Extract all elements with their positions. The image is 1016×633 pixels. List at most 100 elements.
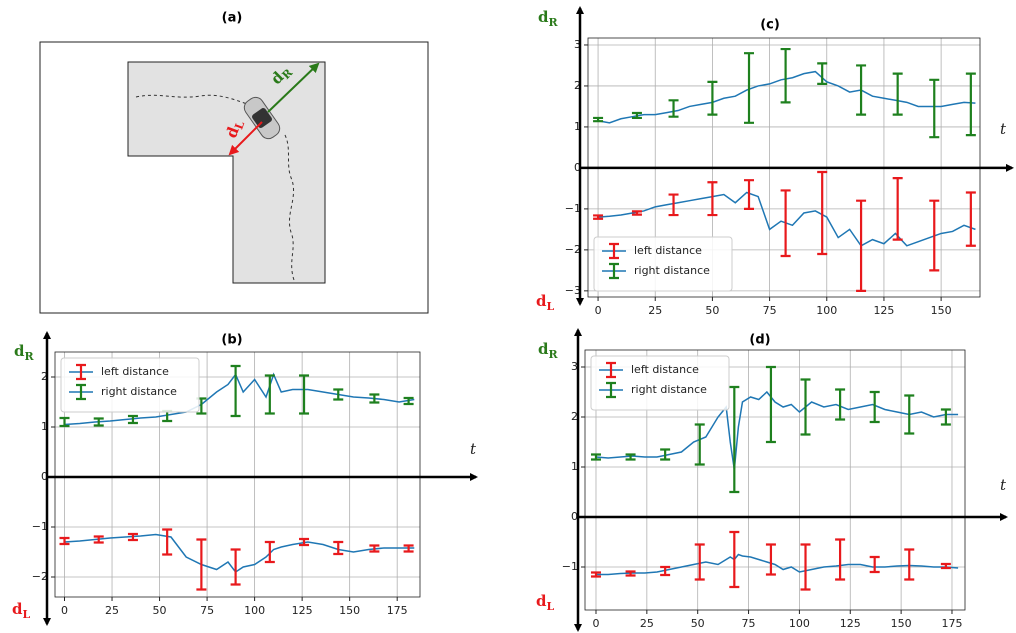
error-bar [869,390,880,424]
error-bar [660,448,671,461]
legend-label: left distance [101,365,169,378]
x-tick-label: 0 [595,304,602,317]
error-bar [631,210,642,216]
error-bar [230,364,241,418]
y-axis-label: dR [538,8,559,29]
x-tick-label: 25 [640,617,654,630]
error-bar [369,544,380,553]
error-bar [333,540,344,556]
y-axis-label-sub: R [549,16,559,29]
y-axis-label-sub: R [25,350,35,363]
error-bar [127,414,138,425]
y-axis-label-main: d [538,8,549,26]
error-bar [593,214,604,220]
error-bar [694,423,705,466]
y-axis-label-sub: L [547,600,555,613]
legend-label: right distance [631,383,707,396]
y-axis-label: dL [12,600,31,621]
x-tick-label: 150 [931,304,952,317]
error-bar [299,374,310,415]
x-axis-label: t [1000,120,1007,138]
y-tick-label: −1 [565,202,581,215]
y-tick-label: −2 [565,243,581,256]
error-bar [369,393,380,404]
error-bar [744,52,755,124]
diagram: (a) dR dL [39,11,429,314]
y-tick-label: −3 [565,284,581,297]
diagram-title: (a) [222,11,243,26]
x-tick-label: 100 [244,604,265,617]
error-bar [729,530,740,589]
x-tick-label: 100 [789,617,810,630]
error-bar [590,453,601,461]
y-axis-label-main: d [538,340,549,358]
legend: left distance right distance [590,355,730,411]
error-bar [694,543,705,581]
error-bar [744,179,755,210]
legend-error [609,262,619,280]
error-bar [729,385,740,494]
car [243,96,281,140]
error-bar [765,365,776,444]
legend-error [606,361,616,379]
error-bar [668,193,679,217]
error-bar [162,528,173,556]
error-bar [800,543,811,591]
y-axis-label-main: d [14,342,25,360]
x-tick-label: 125 [873,304,894,317]
error-bar [856,64,867,116]
y-axis-label-main: d [12,600,23,618]
error-bar [892,177,903,241]
error-bar [965,72,976,137]
x-tick-label: 50 [705,304,719,317]
error-bar [59,536,70,546]
series-line [598,191,976,247]
error-bar [668,99,679,118]
x-tick-label: 0 [61,604,68,617]
y-axis-label-sub: L [23,608,31,621]
error-bar [965,191,976,247]
error-bar [631,111,642,120]
legend-box [593,236,733,292]
x-tick-label: 25 [105,604,119,617]
error-bar [230,548,241,586]
error-bar [856,199,867,292]
error-bar [707,181,718,217]
error-bar [869,555,880,574]
error-bar [817,170,828,256]
error-bar [765,543,776,576]
error-bar [929,78,940,139]
legend: left distance right distance [60,357,200,413]
plot-frame [584,349,966,611]
x-tick-label: 100 [816,304,837,317]
legend: left distance right distance [593,236,733,292]
x-tick-label: 75 [200,604,214,617]
chart-title: (c) [760,18,780,33]
legend-error [76,363,86,381]
error-bar [333,388,344,401]
x-tick-label: 75 [763,304,777,317]
x-tick-label: 25 [648,304,662,317]
x-tick-label: 0 [592,617,599,630]
y-axis-label-main: d [536,592,547,610]
x-tick-label: 150 [339,604,360,617]
y-axis-label: dL [536,592,555,613]
series-line [595,390,959,470]
error-bar [892,72,903,116]
error-bar [835,388,846,421]
error-bar [264,374,275,415]
error-bar [264,540,275,564]
error-bar [660,565,671,577]
x-tick-label: 150 [891,617,912,630]
room [127,61,326,284]
dl-label: dL [222,117,247,141]
error-bar [707,80,718,116]
y-axis-label-sub: L [547,300,555,313]
legend-label: left distance [631,363,699,376]
legend-error [606,381,616,399]
error-bar [904,548,915,581]
